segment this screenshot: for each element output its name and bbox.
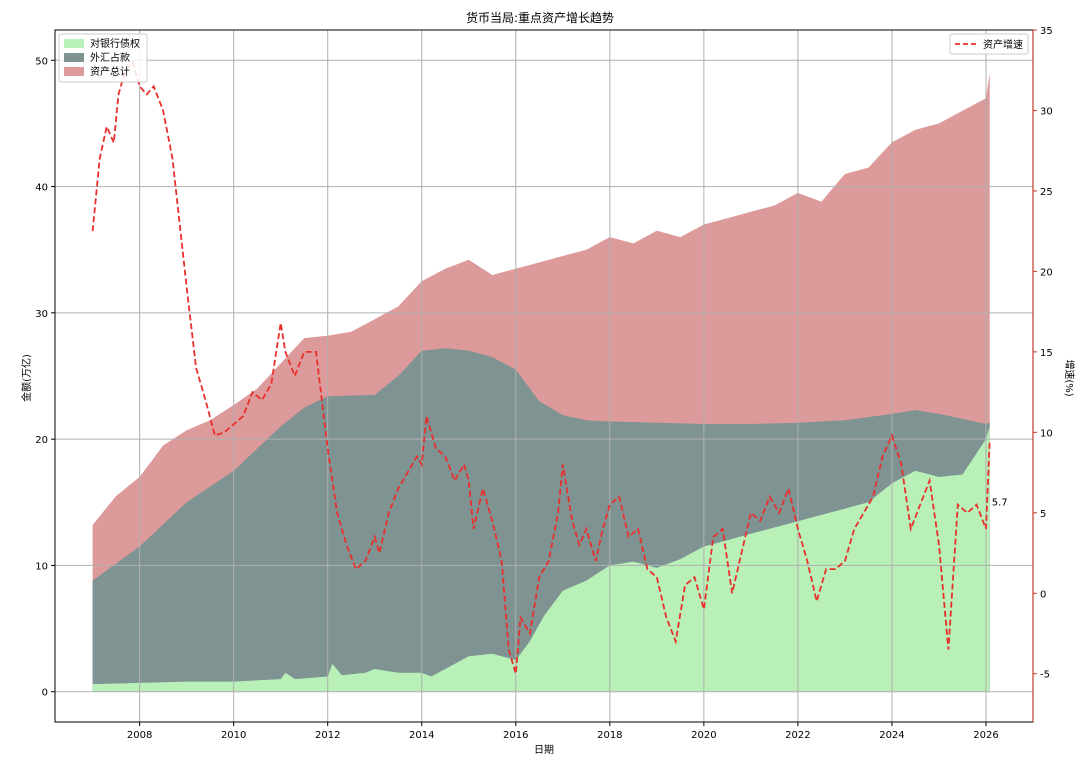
x-tick-label: 2020 xyxy=(691,730,716,741)
y-tick-label: 50 xyxy=(35,56,48,67)
y2-tick-label: 30 xyxy=(1040,106,1053,117)
y-axis-label: 金额(万亿) xyxy=(20,354,33,402)
chart-title: 货币当局:重点资产增长趋势 xyxy=(466,10,614,25)
y-tick-label: 20 xyxy=(35,435,48,446)
legend-label: 资产总计 xyxy=(90,65,130,78)
y2-tick-label: 10 xyxy=(1040,428,1053,439)
x-tick-label: 2012 xyxy=(315,730,340,741)
series-line-growth xyxy=(91,60,991,674)
legend-swatch xyxy=(64,53,84,62)
legend-swatch xyxy=(64,39,84,48)
x-tick-label: 2018 xyxy=(597,730,622,741)
y2-tick-label: 35 xyxy=(1040,26,1053,37)
y-tick-label: 0 xyxy=(42,688,48,699)
y2-axis-label: 增速(%) xyxy=(1063,359,1076,396)
y2-tick-label: 20 xyxy=(1040,267,1053,278)
x-tick-label: 2010 xyxy=(221,730,246,741)
x-tick-label: 2022 xyxy=(785,730,810,741)
x-axis-label: 日期 xyxy=(534,744,554,756)
y2-tick-label: 0 xyxy=(1040,589,1046,600)
y-tick-label: 10 xyxy=(35,561,48,572)
y2-tick-label: 5 xyxy=(1040,509,1046,520)
legend-label: 对银行债权 xyxy=(90,37,140,50)
legend-label: 外汇占款 xyxy=(90,51,130,64)
y2-tick-label: -5 xyxy=(1040,670,1050,681)
legend-right-box xyxy=(949,33,1029,55)
x-tick-label: 2026 xyxy=(973,730,998,741)
legend-swatch xyxy=(64,67,84,76)
x-tick-label: 2008 xyxy=(127,730,152,741)
y-tick-label: 40 xyxy=(35,183,48,194)
x-tick-label: 2024 xyxy=(879,730,904,741)
legend-right: 资产增速 xyxy=(949,33,1029,55)
legend-label: 资产增速 xyxy=(983,38,1023,51)
series-area-bank-claims xyxy=(92,426,990,692)
x-tick-label: 2014 xyxy=(409,730,434,741)
growth-annotation: 5.7 xyxy=(992,498,1008,509)
y2-tick-label: 25 xyxy=(1040,187,1053,198)
x-tick-label: 2016 xyxy=(503,730,528,741)
y-tick-label: 30 xyxy=(35,309,48,320)
y2-tick-label: 15 xyxy=(1040,348,1053,359)
